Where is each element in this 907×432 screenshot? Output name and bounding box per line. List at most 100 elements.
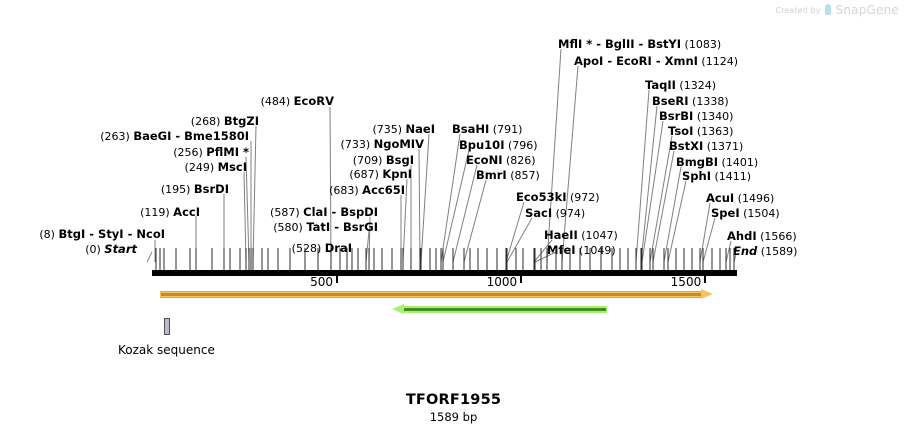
- site-label-s1371[interactable]: BstXI (1371): [669, 139, 743, 154]
- site-label-s1049[interactable]: MfeI (1049): [547, 243, 616, 258]
- enzyme-name[interactable]: BstXI: [669, 139, 704, 153]
- site-label-s580[interactable]: (580) TatI - BsrGI: [0, 220, 378, 235]
- enzyme-name[interactable]: ApoI: [574, 54, 604, 68]
- site-label-s1411[interactable]: SphI (1411): [682, 169, 751, 184]
- snapgene-watermark: Created by SnapGene: [776, 3, 899, 17]
- enzyme-name[interactable]: NaeI: [405, 122, 435, 136]
- enzyme-name[interactable]: TatI: [306, 220, 331, 234]
- site-label-s1340[interactable]: BsrBI (1340): [659, 109, 734, 124]
- sequence-backbone-bar: [152, 270, 737, 276]
- site-label-s0[interactable]: (0) Start: [0, 242, 137, 257]
- site-label-s8[interactable]: (8) BtgI - StyI - NcoI: [0, 227, 165, 242]
- site-label-s1124[interactable]: ApoI - EcoRI - XmnI (1124): [574, 54, 738, 69]
- site-position: (8): [39, 228, 59, 241]
- enzyme-name[interactable]: MflI *: [558, 37, 593, 51]
- enzyme-name[interactable]: BsgI: [385, 153, 414, 167]
- site-position: (1049): [575, 244, 616, 257]
- site-label-s972[interactable]: Eco53kI (972): [516, 190, 600, 205]
- enzyme-name[interactable]: Eco53kI: [516, 190, 567, 204]
- enzyme-name[interactable]: PflMI *: [206, 145, 249, 159]
- site-position: (0): [85, 243, 105, 256]
- enzyme-name[interactable]: BsaHI: [452, 122, 490, 136]
- site-label-s528[interactable]: (528) DraI: [0, 241, 352, 256]
- site-position: (249): [184, 161, 218, 174]
- site-label-s857[interactable]: BmrI (857): [476, 168, 540, 183]
- enzyme-name[interactable]: SacI: [525, 206, 553, 220]
- feature-reverse-arrow[interactable]: [392, 304, 607, 314]
- enzyme-name[interactable]: BmgBI: [676, 155, 719, 169]
- enzyme-name[interactable]: Start: [104, 242, 137, 256]
- site-label-s484[interactable]: (484) EcoRV: [0, 94, 334, 109]
- site-label-s791[interactable]: BsaHI (791): [452, 122, 522, 137]
- kozak-sequence-marker[interactable]: [164, 318, 170, 335]
- feature-orf-forward-arrow[interactable]: [160, 289, 713, 299]
- site-label-s1504[interactable]: SpeI (1504): [711, 206, 780, 221]
- site-label-s1496[interactable]: AcuI (1496): [706, 191, 775, 206]
- site-label-s735[interactable]: (735) NaeI: [0, 122, 435, 137]
- site-label-s119[interactable]: (119) AccI: [0, 205, 200, 220]
- site-label-s974[interactable]: SacI (974): [525, 206, 585, 221]
- site-label-s1338[interactable]: BseRI (1338): [652, 94, 729, 109]
- enzyme-name[interactable]: Bpu10I: [459, 138, 505, 152]
- site-label-s249[interactable]: (249) MscI: [0, 160, 247, 175]
- enzyme-name[interactable]: TsoI: [668, 124, 694, 138]
- site-label-s733[interactable]: (733) NgoMIV: [0, 137, 424, 152]
- site-label-s1589[interactable]: End (1589): [733, 244, 797, 259]
- enzyme-name[interactable]: AccI: [173, 205, 200, 219]
- site-label-s1363[interactable]: TsoI (1363): [668, 124, 733, 139]
- site-label-s1083[interactable]: MflI * - BglII - BstYI (1083): [558, 37, 721, 52]
- enzyme-name[interactable]: NcoI: [136, 227, 165, 241]
- enzyme-name[interactable]: EcoNI: [466, 153, 503, 167]
- enzyme-name[interactable]: BglII: [605, 37, 635, 51]
- enzyme-name[interactable]: NgoMIV: [373, 137, 424, 151]
- site-label-s826[interactable]: EcoNI (826): [466, 153, 536, 168]
- site-label-s268[interactable]: (268) BtgZI: [0, 114, 259, 129]
- site-label-s1401[interactable]: BmgBI (1401): [676, 155, 758, 170]
- enzyme-name[interactable]: SphI: [682, 169, 711, 183]
- enzyme-name[interactable]: SpeI: [711, 206, 740, 220]
- enzyme-name[interactable]: StyI: [98, 227, 124, 241]
- enzyme-name[interactable]: BsrDI: [193, 182, 229, 196]
- enzyme-name[interactable]: BtgI: [58, 227, 86, 241]
- enzyme-name[interactable]: TaqII: [645, 78, 676, 92]
- enzyme-name[interactable]: AcuI: [706, 191, 735, 205]
- enzyme-name[interactable]: BaeGI: [133, 129, 172, 143]
- enzyme-name[interactable]: EcoRI: [616, 54, 652, 68]
- site-label-s256[interactable]: (256) PflMI *: [0, 145, 249, 160]
- enzyme-name[interactable]: BspDI: [340, 205, 378, 219]
- site-label-s195[interactable]: (195) BsrDI: [0, 182, 229, 197]
- site-position: (1496): [734, 192, 775, 205]
- enzyme-name[interactable]: KpnI: [382, 167, 412, 181]
- enzyme-name[interactable]: EcoRV: [293, 94, 334, 108]
- enzyme-name[interactable]: BmrI: [476, 168, 507, 182]
- site-label-s683[interactable]: (683) Acc65I: [0, 183, 405, 198]
- site-label-s1566[interactable]: AhdI (1566): [727, 229, 797, 244]
- enzyme-name[interactable]: DraI: [324, 241, 352, 255]
- enzyme-name[interactable]: BstYI: [647, 37, 682, 51]
- enzyme-name[interactable]: XmnI: [664, 54, 698, 68]
- site-label-s263[interactable]: (263) BaeGI - Bme1580I: [0, 129, 249, 144]
- ruler-label-1500: 1500: [670, 275, 702, 289]
- site-label-s587[interactable]: (587) ClaI - BspDI: [0, 205, 378, 220]
- enzyme-name[interactable]: Bme1580I: [184, 129, 249, 143]
- enzyme-name[interactable]: HaeII: [544, 228, 578, 242]
- site-label-s709[interactable]: (709) BsgI: [0, 153, 414, 168]
- enzyme-name[interactable]: BtgZI: [223, 114, 259, 128]
- enzyme-name[interactable]: MfeI: [547, 243, 576, 257]
- enzyme-name[interactable]: MscI: [217, 160, 247, 174]
- site-label-s796[interactable]: Bpu10I (796): [459, 138, 538, 153]
- site-label-s687[interactable]: (687) KpnI: [0, 167, 412, 182]
- site-name-separator: -: [603, 54, 617, 68]
- enzyme-name[interactable]: End: [733, 244, 758, 258]
- enzyme-name[interactable]: BseRI: [652, 94, 689, 108]
- ruler-tick-1000: [520, 276, 523, 283]
- site-hash-marks: [155, 248, 735, 270]
- enzyme-name[interactable]: BsrGI: [343, 220, 378, 234]
- enzyme-name[interactable]: Acc65I: [362, 183, 405, 197]
- enzyme-name[interactable]: AhdI: [727, 229, 757, 243]
- site-label-s1047[interactable]: HaeII (1047): [544, 228, 618, 243]
- enzyme-name[interactable]: ClaI: [303, 205, 328, 219]
- site-position: (1340): [693, 110, 734, 123]
- site-label-s1324[interactable]: TaqII (1324): [645, 78, 716, 93]
- enzyme-name[interactable]: BsrBI: [659, 109, 694, 123]
